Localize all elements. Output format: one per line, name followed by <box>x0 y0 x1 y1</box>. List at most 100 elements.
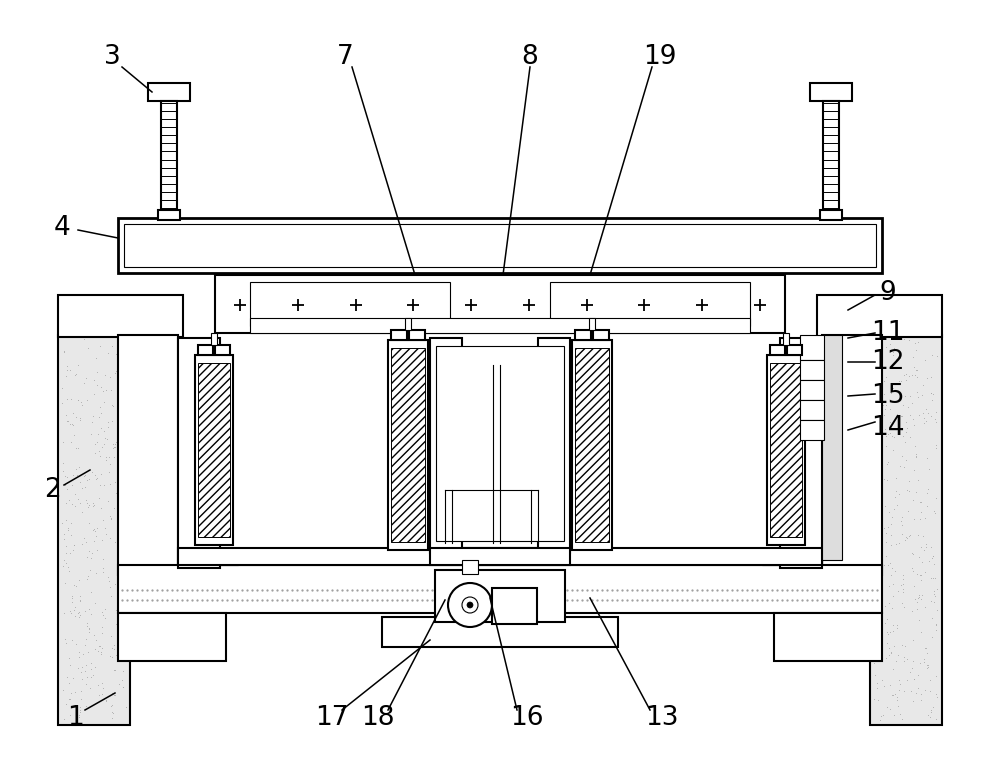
Point <box>59 415 75 427</box>
Bar <box>195 355 233 545</box>
Point <box>902 666 918 678</box>
Point <box>894 639 910 652</box>
Point <box>87 642 103 655</box>
Point <box>80 646 96 658</box>
Point <box>78 700 94 712</box>
Point <box>879 625 895 638</box>
Point <box>904 605 920 618</box>
Point <box>873 617 889 629</box>
Point <box>918 415 934 427</box>
Point <box>890 585 906 598</box>
Point <box>114 612 130 625</box>
Point <box>879 458 895 470</box>
Point <box>59 392 75 405</box>
Point <box>67 610 83 622</box>
Point <box>98 384 114 397</box>
Point <box>825 488 841 501</box>
Point <box>891 673 907 686</box>
Point <box>58 408 74 421</box>
Circle shape <box>467 602 473 608</box>
Point <box>74 673 90 685</box>
Point <box>98 454 114 467</box>
Point <box>882 557 898 570</box>
Point <box>89 379 105 391</box>
Point <box>87 446 103 459</box>
Point <box>875 398 891 411</box>
Point <box>100 571 116 584</box>
Point <box>924 551 940 563</box>
Point <box>897 639 913 652</box>
Point <box>923 572 939 584</box>
Point <box>898 368 914 381</box>
Point <box>95 562 111 574</box>
Point <box>77 481 93 494</box>
Point <box>873 629 889 641</box>
Point <box>918 402 934 415</box>
Point <box>101 466 117 478</box>
Point <box>827 347 843 360</box>
Point <box>66 429 82 442</box>
Point <box>899 422 915 435</box>
Point <box>928 624 944 636</box>
Point <box>869 341 885 353</box>
Point <box>885 578 901 591</box>
Point <box>869 682 885 694</box>
Bar <box>817 295 942 337</box>
Point <box>70 394 86 406</box>
Point <box>93 422 109 435</box>
Point <box>877 617 893 629</box>
Point <box>87 525 103 537</box>
Point <box>878 527 894 539</box>
Point <box>872 347 888 360</box>
Point <box>905 548 921 560</box>
Point <box>55 456 71 469</box>
Point <box>92 478 108 491</box>
Point <box>822 484 838 496</box>
Point <box>72 412 88 425</box>
Point <box>60 415 76 428</box>
Point <box>824 491 840 503</box>
Point <box>919 662 935 674</box>
Point <box>100 416 116 429</box>
Point <box>880 456 896 468</box>
Point <box>898 531 914 543</box>
Point <box>72 476 88 488</box>
Point <box>107 441 123 453</box>
Point <box>821 372 837 384</box>
Point <box>887 564 903 577</box>
Text: 17: 17 <box>315 705 349 731</box>
Point <box>99 432 115 445</box>
Point <box>916 653 932 665</box>
Point <box>899 653 915 666</box>
Point <box>55 436 71 448</box>
Point <box>876 409 892 422</box>
Point <box>96 479 112 491</box>
Text: 15: 15 <box>871 383 905 409</box>
Bar <box>430 548 570 565</box>
Point <box>830 331 846 343</box>
Point <box>925 388 941 400</box>
Point <box>81 544 97 556</box>
Point <box>928 439 944 451</box>
Point <box>71 646 87 658</box>
Point <box>915 379 931 391</box>
Point <box>829 388 845 400</box>
Point <box>915 529 931 542</box>
Point <box>71 574 87 586</box>
Point <box>890 649 906 661</box>
Point <box>927 507 943 519</box>
Point <box>907 369 923 381</box>
Point <box>905 412 921 425</box>
Point <box>72 705 88 718</box>
Bar <box>118 565 882 613</box>
Point <box>829 482 845 494</box>
Bar <box>118 218 882 273</box>
Point <box>104 339 120 352</box>
Point <box>116 433 132 446</box>
Point <box>827 437 843 450</box>
Bar <box>822 335 842 560</box>
Point <box>107 664 123 677</box>
Point <box>65 672 81 684</box>
Point <box>885 688 901 701</box>
Point <box>111 491 127 503</box>
